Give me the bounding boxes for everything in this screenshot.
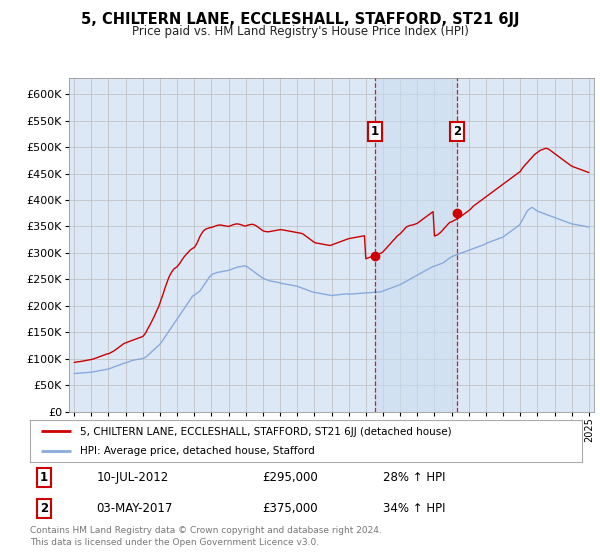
Text: 2: 2 — [454, 125, 461, 138]
Text: £375,000: £375,000 — [262, 502, 317, 515]
Text: 10-JUL-2012: 10-JUL-2012 — [96, 471, 169, 484]
Text: 1: 1 — [371, 125, 379, 138]
Text: HPI: Average price, detached house, Stafford: HPI: Average price, detached house, Staf… — [80, 446, 314, 456]
Text: Contains HM Land Registry data © Crown copyright and database right 2024.
This d: Contains HM Land Registry data © Crown c… — [30, 526, 382, 547]
Text: Price paid vs. HM Land Registry's House Price Index (HPI): Price paid vs. HM Land Registry's House … — [131, 25, 469, 38]
Text: 03-MAY-2017: 03-MAY-2017 — [96, 502, 173, 515]
Text: 1: 1 — [40, 471, 48, 484]
Text: 28% ↑ HPI: 28% ↑ HPI — [383, 471, 446, 484]
Text: 5, CHILTERN LANE, ECCLESHALL, STAFFORD, ST21 6JJ (detached house): 5, CHILTERN LANE, ECCLESHALL, STAFFORD, … — [80, 427, 451, 437]
Text: 2: 2 — [40, 502, 48, 515]
Bar — [375, 78, 457, 412]
Text: 34% ↑ HPI: 34% ↑ HPI — [383, 502, 446, 515]
Text: 5, CHILTERN LANE, ECCLESHALL, STAFFORD, ST21 6JJ: 5, CHILTERN LANE, ECCLESHALL, STAFFORD, … — [81, 12, 519, 27]
Text: £295,000: £295,000 — [262, 471, 317, 484]
